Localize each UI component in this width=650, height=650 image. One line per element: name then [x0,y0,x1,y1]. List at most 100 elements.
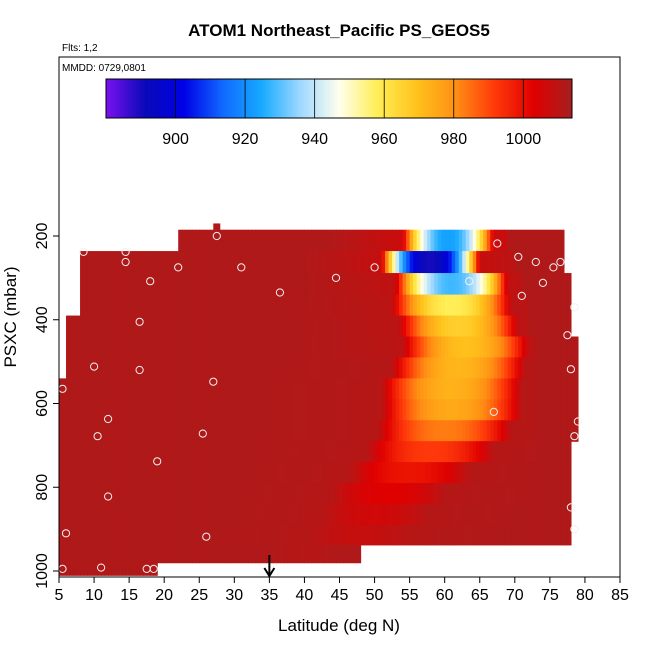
heatmap-cell [181,420,186,442]
heatmap-cell [269,336,274,359]
heatmap-cell [283,378,288,400]
heatmap-cell [206,420,211,442]
heatmap-cell [97,357,102,379]
colorbar-swatch [490,79,494,118]
heatmap-cell [62,399,67,421]
colorbar-swatch [271,79,275,118]
heatmap-cell [143,294,148,317]
observation-point [121,257,130,267]
heatmap-cell [258,315,263,338]
colorbar-swatch [166,79,170,118]
heatmap-cell [206,294,211,317]
heatmap-cell [311,524,316,546]
heatmap-cell [504,420,509,442]
colorbar-swatch [250,79,254,118]
colorbar-swatch [569,79,573,118]
heatmap-cell [230,336,235,359]
heatmap-cell [178,378,183,400]
heatmap-cell [441,378,446,400]
heatmap-cell [94,357,99,379]
heatmap-cell [171,378,176,400]
heatmap-cell [525,336,530,359]
heatmap-cell [332,420,337,442]
heatmap-cell [434,357,439,379]
heatmap-cell [479,251,484,274]
heatmap-cell [122,420,127,442]
heatmap-cell [153,524,158,546]
heatmap-cell [350,294,355,317]
heatmap-cell [220,357,225,379]
heatmap-cell [160,483,165,505]
heatmap-cell [258,294,263,317]
heatmap-cell [346,462,351,484]
heatmap-cell [185,544,190,564]
heatmap-cell [304,544,309,564]
heatmap-cell [202,378,207,400]
heatmap-cell [188,336,193,359]
heatmap-cell [213,483,218,505]
heatmap-cell [437,357,442,379]
heatmap-cell [395,504,400,526]
heatmap-cell [332,524,337,546]
heatmap-cell [132,378,137,400]
heatmap-cell [367,524,372,546]
heatmap-cell [111,562,116,576]
heatmap-cell [255,441,260,463]
heatmap-cell [416,336,421,359]
colorbar-swatch [280,79,284,118]
heatmap-cell [402,420,407,442]
heatmap-cell [132,483,137,505]
heatmap-cell [455,441,460,463]
heatmap-cell [237,441,242,463]
heatmap-cell [297,462,302,484]
colorbar-swatch [276,79,279,118]
heatmap-cell [59,420,64,442]
heatmap-cell [409,504,414,526]
heatmap-cell [181,504,186,526]
heatmap-cell [490,504,495,526]
heatmap-cell [279,441,284,463]
heatmap-cell [441,420,446,442]
heatmap-cell [311,357,316,379]
heatmap-cell [293,336,299,359]
heatmap-cell [122,273,127,296]
heatmap-cell [69,441,74,463]
colorbar-swatch [562,79,566,118]
heatmap-cell [479,378,484,400]
heatmap-cell [486,357,491,379]
heatmap-cell [115,378,120,400]
heatmap-cell [353,315,358,338]
heatmap-cell [108,562,113,576]
heatmap-cell [76,336,81,359]
colorbar-swatch [196,79,200,118]
heatmap-cell [409,399,414,421]
heatmap-cell [493,251,498,274]
heatmap-cell [539,420,544,442]
heatmap-cell [90,251,95,274]
heatmap-cell [542,336,547,359]
heatmap-cell [234,336,239,359]
heatmap-cell [234,441,239,463]
heatmap-cell [143,524,148,546]
heatmap-cell [220,504,225,526]
colorbar-swatch [387,79,391,118]
heatmap-cell [560,420,565,442]
heatmap-cell [76,420,81,442]
heatmap-cell [216,315,221,338]
heatmap-cell [213,273,218,296]
colorbar-swatch [567,79,571,118]
heatmap-cell [353,229,358,252]
heatmap-cell [374,378,379,400]
heatmap-cell [486,420,491,442]
heatmap-cell [413,420,418,442]
heatmap-cell [118,441,123,463]
heatmap-cell [493,357,498,379]
heatmap-cell [469,504,474,526]
heatmap-cell [220,273,225,296]
heatmap-cell [434,294,439,317]
heatmap-cell [76,544,81,564]
observation-point [566,365,576,374]
heatmap-cell [448,251,453,274]
heatmap-cell [395,462,400,484]
heatmap-cell [427,462,432,484]
